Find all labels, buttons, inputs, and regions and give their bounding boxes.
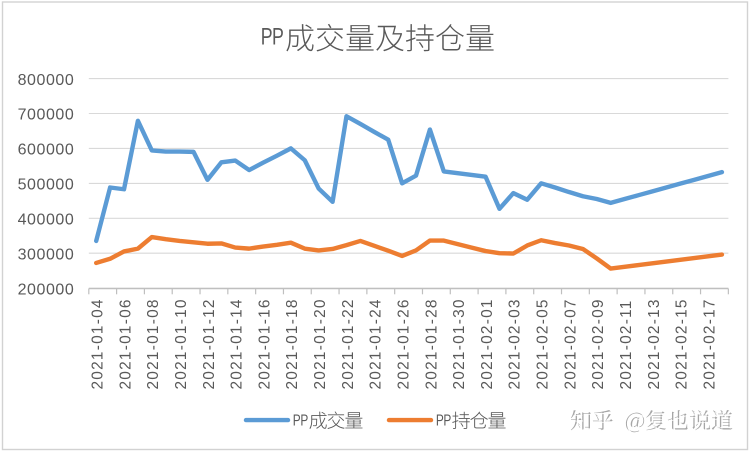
- svg-text:2021-02-09: 2021-02-09: [590, 298, 607, 389]
- svg-text:2021-02-01: 2021-02-01: [479, 298, 496, 389]
- svg-text:2021-01-12: 2021-01-12: [201, 298, 218, 389]
- svg-text:PP: PP: [261, 24, 284, 50]
- svg-text:2021-01-28: 2021-01-28: [423, 298, 440, 389]
- svg-text:2021-01-08: 2021-01-08: [145, 298, 162, 389]
- svg-text:2021-01-18: 2021-01-18: [284, 298, 301, 389]
- svg-text:2021-01-04: 2021-01-04: [90, 298, 107, 389]
- svg-text:2021-01-22: 2021-01-22: [340, 298, 357, 389]
- svg-text:600000: 600000: [18, 142, 75, 159]
- svg-text:800000: 800000: [18, 72, 75, 89]
- svg-text:2021-01-06: 2021-01-06: [117, 298, 134, 389]
- svg-text:2021-02-11: 2021-02-11: [618, 299, 635, 389]
- svg-text:500000: 500000: [18, 177, 75, 194]
- svg-text:2021-01-24: 2021-01-24: [368, 298, 385, 389]
- svg-text:2021-01-20: 2021-01-20: [312, 298, 329, 389]
- svg-text:2021-01-26: 2021-01-26: [395, 298, 412, 389]
- svg-text:PP: PP: [293, 411, 308, 429]
- svg-text:400000: 400000: [18, 212, 75, 229]
- svg-text:2021-01-10: 2021-01-10: [173, 298, 190, 389]
- svg-text:700000: 700000: [18, 107, 75, 124]
- svg-text:2021-01-16: 2021-01-16: [256, 298, 273, 389]
- svg-text:2021-02-15: 2021-02-15: [674, 298, 691, 389]
- svg-text:2021-02-17: 2021-02-17: [701, 298, 718, 389]
- svg-text:300000: 300000: [18, 246, 75, 263]
- svg-text:PP: PP: [436, 411, 451, 429]
- svg-text:200000: 200000: [18, 281, 75, 298]
- svg-text:2021-01-14: 2021-01-14: [229, 298, 246, 389]
- svg-text:2021-02-05: 2021-02-05: [535, 298, 552, 389]
- svg-text:2021-02-13: 2021-02-13: [646, 298, 663, 389]
- svg-text:2021-02-07: 2021-02-07: [562, 298, 579, 389]
- svg-text:2021-01-30: 2021-01-30: [451, 298, 468, 389]
- svg-text:2021-02-03: 2021-02-03: [507, 298, 524, 389]
